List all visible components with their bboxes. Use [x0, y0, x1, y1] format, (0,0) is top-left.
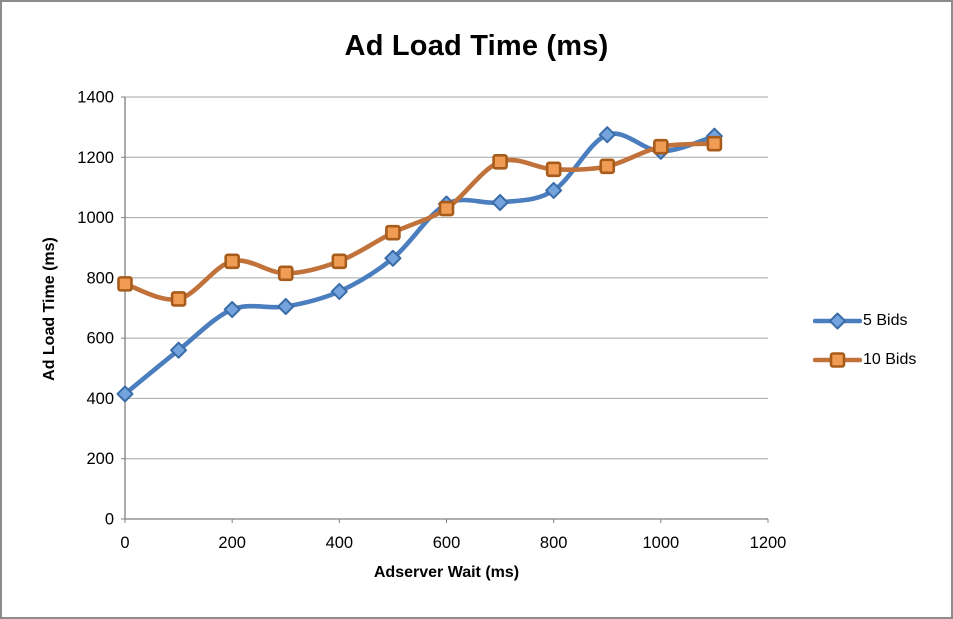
y-tick-label: 1400	[77, 89, 114, 107]
x-axis-title: Adserver Wait (ms)	[373, 564, 520, 581]
marker-square	[545, 161, 562, 178]
y-tick-label: 800	[86, 269, 114, 287]
marker-square	[117, 276, 133, 292]
marker-square	[385, 224, 401, 241]
x-tick-label: 0	[120, 534, 129, 552]
marker-square	[653, 138, 669, 155]
series-line-1	[122, 131, 717, 397]
legend-item-5-bids: 5 Bids	[813, 312, 916, 330]
legend-item-10-bids: 10 Bids	[813, 351, 916, 369]
marker-diamond	[829, 312, 846, 330]
marker-diamond	[277, 297, 295, 315]
marker-square	[706, 135, 723, 152]
series-2-line-marker-icon	[813, 352, 862, 368]
marker-square	[170, 291, 187, 307]
marker-square	[829, 352, 846, 368]
marker-square	[599, 158, 616, 175]
marker-diamond	[170, 341, 188, 359]
chart-title: Ad Load Time (ms)	[344, 30, 609, 62]
marker-diamond	[545, 181, 563, 199]
marker-square	[331, 253, 348, 270]
legend-label-10-bids: 10 Bids	[863, 351, 917, 368]
y-tick-label: 600	[86, 330, 114, 348]
legend: 5 Bids 10 Bids	[813, 312, 916, 369]
marker-diamond	[491, 194, 509, 211]
marker-diamond	[384, 249, 402, 267]
legend-label-5-bids: 5 Bids	[863, 312, 908, 329]
marker-diamond	[116, 385, 134, 403]
y-tick-label: 0	[105, 511, 114, 529]
series-line-2	[122, 141, 717, 302]
marker-square	[277, 265, 294, 282]
marker-square	[492, 154, 508, 170]
series-1-line-marker-icon	[813, 312, 862, 330]
x-tick-label: 800	[540, 534, 568, 552]
marker-square	[224, 253, 240, 270]
y-tick-label: 200	[86, 450, 114, 468]
marker-square	[438, 200, 455, 217]
y-tick-label: 1000	[77, 209, 114, 227]
x-tick-label: 600	[433, 534, 461, 552]
x-tick-label: 200	[218, 534, 246, 552]
x-tick-label: 1000	[642, 534, 679, 552]
marker-diamond	[223, 301, 241, 319]
x-tick-label: 1200	[750, 534, 787, 552]
marker-diamond	[330, 282, 348, 300]
y-tick-label: 1200	[77, 149, 114, 167]
marker-diamond	[598, 126, 616, 144]
x-tick-label: 400	[326, 534, 354, 552]
y-tick-label: 400	[86, 390, 114, 408]
